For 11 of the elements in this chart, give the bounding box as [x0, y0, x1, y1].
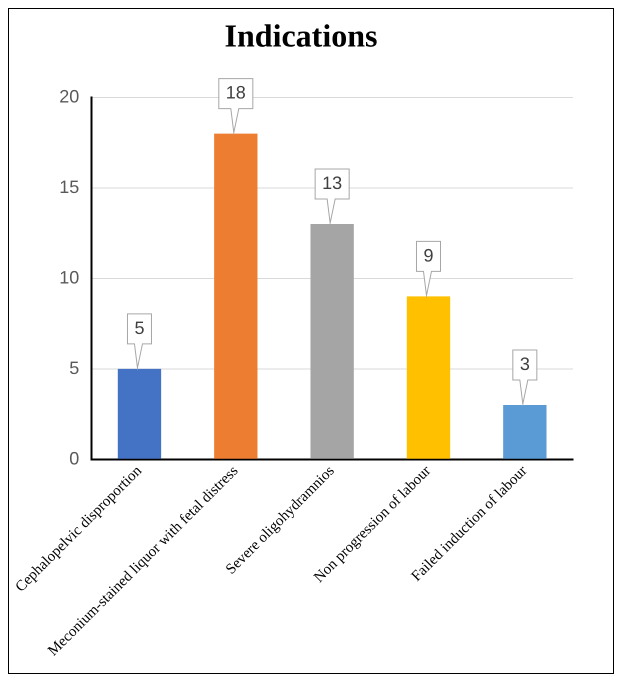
y-tick-label: 5	[69, 358, 80, 378]
chart-title: Indications	[224, 17, 378, 54]
y-tick-label: 15	[59, 176, 80, 197]
y-tick-label: 0	[69, 448, 80, 468]
y-tick-label: 20	[59, 86, 80, 106]
data-label: 3	[520, 354, 530, 374]
y-tick-label: 10	[59, 267, 80, 288]
data-label: 13	[322, 173, 342, 194]
data-label: 5	[134, 318, 144, 338]
data-label: 9	[423, 245, 434, 266]
data-label: 18	[226, 82, 246, 103]
